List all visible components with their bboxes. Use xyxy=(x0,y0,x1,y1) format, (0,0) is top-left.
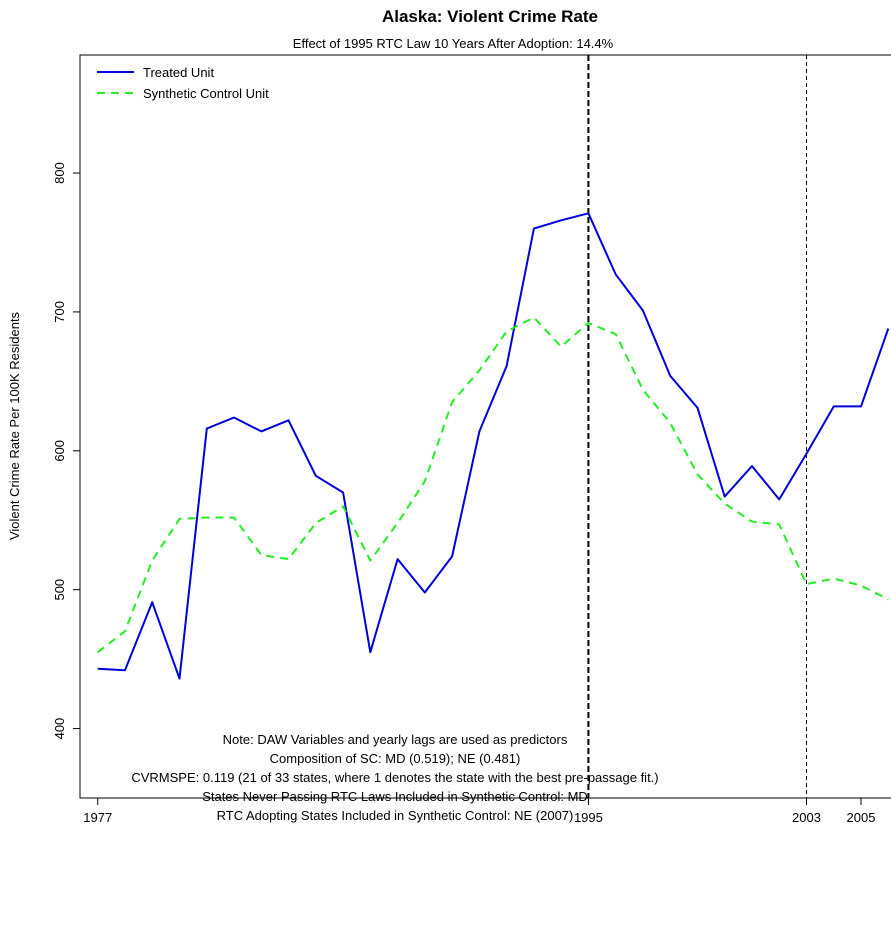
note-line: RTC Adopting States Included in Syntheti… xyxy=(216,808,574,823)
series-line-synthetic xyxy=(97,316,889,653)
chart-title: Alaska: Violent Crime Rate xyxy=(382,7,598,26)
x-tick-label: 1995 xyxy=(574,810,603,825)
y-tick-label: 700 xyxy=(52,301,67,323)
x-tick-label: 2003 xyxy=(792,810,821,825)
vlines xyxy=(587,55,807,798)
plot-frame xyxy=(79,54,891,799)
series-group xyxy=(97,212,890,680)
y-tick-label: 600 xyxy=(52,440,67,462)
chart-subtitle: Effect of 1995 RTC Law 10 Years After Ad… xyxy=(293,36,614,51)
x-tick-label: 1977 xyxy=(83,810,112,825)
note-line: CVRMSPE: 0.119 (21 of 33 states, where 1… xyxy=(131,770,659,785)
y-tick-label: 400 xyxy=(52,718,67,740)
x-tick-label: 2005 xyxy=(847,810,876,825)
y-axis: 400 500 600 700 800 xyxy=(52,162,80,739)
legend: Treated Unit Synthetic Control Unit xyxy=(97,65,269,101)
legend-label-synthetic: Synthetic Control Unit xyxy=(143,86,269,101)
x-axis: 1977 1995 2003 2005 xyxy=(83,798,875,825)
y-tick-label: 800 xyxy=(52,162,67,184)
series-line-treated xyxy=(97,212,890,680)
note-line: Composition of SC: MD (0.519); NE (0.481… xyxy=(269,751,521,766)
y-tick-label: 500 xyxy=(52,579,67,601)
y-axis-label: Violent Crime Rate Per 100K Residents xyxy=(7,311,22,540)
note-line: States Never Passing RTC Laws Included i… xyxy=(202,789,588,804)
legend-label-treated: Treated Unit xyxy=(143,65,214,80)
note-line: Note: DAW Variables and yearly lags are … xyxy=(222,732,568,747)
